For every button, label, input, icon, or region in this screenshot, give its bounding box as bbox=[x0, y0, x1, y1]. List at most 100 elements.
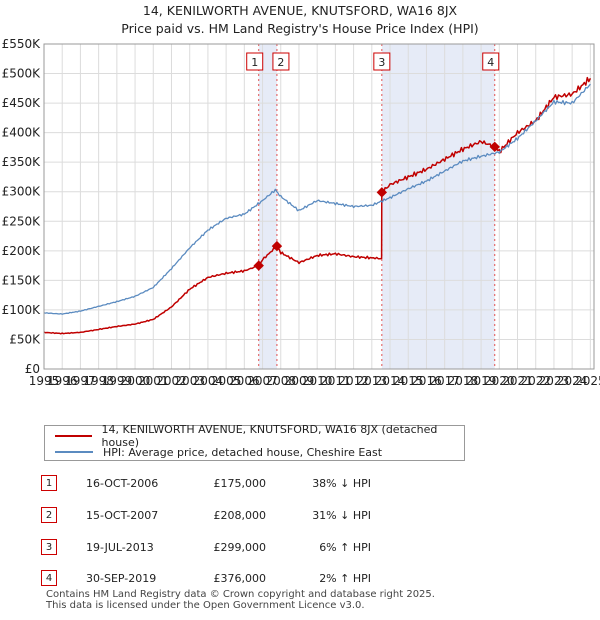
sale-number-badge: 2 bbox=[41, 507, 57, 523]
sale-label-box-frame bbox=[246, 52, 264, 71]
table-row: 3 19-JUL-2013 £299,000 6% ↑ HPI bbox=[0, 539, 600, 559]
y-tick-label: £300K bbox=[2, 185, 42, 199]
x-tick-label: 2021 bbox=[502, 374, 533, 388]
table-row: 2 15-OCT-2007 £208,000 31% ↓ HPI bbox=[0, 507, 600, 527]
x-tick-label: 2008 bbox=[265, 374, 296, 388]
x-tick-label: 2005 bbox=[211, 374, 242, 388]
sale-number-badge: 3 bbox=[41, 539, 57, 555]
x-tick-label: 2020 bbox=[484, 374, 515, 388]
x-tick-label: 1996 bbox=[47, 374, 78, 388]
sale-price: £376,000 bbox=[213, 572, 267, 585]
sale-date: 15-OCT-2007 bbox=[86, 509, 159, 522]
chart-title-line2: Price paid vs. HM Land Registry's House … bbox=[121, 21, 479, 36]
x-tick-label: 2023 bbox=[539, 374, 570, 388]
y-tick-label: £50K bbox=[9, 332, 41, 346]
x-tick-label: 2002 bbox=[156, 374, 187, 388]
sale-label-text: 1 bbox=[251, 56, 258, 69]
series-lines bbox=[43, 76, 592, 335]
sale-markers bbox=[253, 141, 500, 271]
y-tick-label: £450K bbox=[2, 96, 42, 110]
sale-label-text: 4 bbox=[487, 56, 494, 69]
series-line-property bbox=[43, 76, 592, 335]
x-tick-label: 2001 bbox=[138, 374, 169, 388]
sale-label-box-frame bbox=[482, 52, 500, 71]
x-tick-label: 2004 bbox=[193, 374, 224, 388]
sale-number-badge: 1 bbox=[41, 475, 57, 491]
sale-label-box: 4 bbox=[482, 52, 500, 71]
footer-copyright: Contains HM Land Registry data © Crown c… bbox=[46, 589, 435, 600]
legend-label-property: 14, KENILWORTH AVENUE, KNUTSFORD, WA16 8… bbox=[101, 423, 438, 449]
x-tick-label: 2013 bbox=[357, 374, 388, 388]
x-tick-label: 2012 bbox=[338, 374, 369, 388]
footer-licence: This data is licensed under the Open Gov… bbox=[46, 600, 365, 611]
legend-swatch-property bbox=[55, 435, 92, 437]
y-tick-label: £500K bbox=[2, 67, 42, 81]
x-tick-label: 1997 bbox=[65, 374, 96, 388]
sale-date: 30-SEP-2019 bbox=[86, 572, 157, 585]
sale-marker bbox=[253, 260, 264, 271]
x-tick-label: 2003 bbox=[174, 374, 205, 388]
x-tick-label: 1995 bbox=[29, 374, 60, 388]
sale-vertical-lines bbox=[258, 44, 496, 369]
x-tick-label: 2019 bbox=[466, 374, 497, 388]
legend: 14, KENILWORTH AVENUE, KNUTSFORD, WA16 8… bbox=[44, 423, 465, 461]
y-tick-label: £150K bbox=[2, 273, 42, 287]
x-tick-label: 2018 bbox=[448, 374, 479, 388]
sale-price: £175,000 bbox=[213, 477, 267, 490]
x-tick-label: 2009 bbox=[284, 374, 315, 388]
sale-label-text: 3 bbox=[378, 56, 385, 69]
sale-label-box-frame bbox=[272, 52, 290, 71]
plot-frame bbox=[43, 43, 595, 370]
x-tick-label: 2014 bbox=[375, 374, 406, 388]
table-row: 1 16-OCT-2006 £175,000 38% ↓ HPI bbox=[0, 475, 600, 495]
sale-date: 16-OCT-2006 bbox=[86, 477, 159, 490]
sale-marker bbox=[271, 240, 283, 252]
y-tick-label: £550K bbox=[2, 37, 42, 51]
sale-hpi-diff: 31% ↓ HPI bbox=[312, 509, 371, 522]
shaded-region bbox=[381, 44, 495, 369]
legend-swatch-hpi bbox=[55, 451, 93, 453]
y-tick-label: £400K bbox=[2, 126, 42, 140]
table-row: 4 30-SEP-2019 £376,000 2% ↑ HPI bbox=[0, 570, 600, 590]
sale-price: £208,000 bbox=[213, 509, 267, 522]
x-tick-label: 2024 bbox=[557, 374, 588, 388]
x-tick-label: 2006 bbox=[229, 374, 260, 388]
x-tick-label: 2007 bbox=[247, 374, 278, 388]
x-tick-label: 2015 bbox=[393, 374, 424, 388]
legend-item-hpi: HPI: Average price, detached house, Ches… bbox=[55, 444, 382, 460]
x-tick-label: 2016 bbox=[411, 374, 442, 388]
x-tick-label: 2025 bbox=[575, 374, 600, 388]
x-tick-label: 2017 bbox=[429, 374, 460, 388]
y-tick-label: £100K bbox=[2, 303, 42, 317]
series-line-hpi bbox=[43, 83, 591, 315]
sale-marker bbox=[489, 141, 500, 153]
sale-hpi-diff: 2% ↑ HPI bbox=[319, 572, 371, 585]
x-tick-label: 1999 bbox=[102, 374, 133, 388]
legend-item-property: 14, KENILWORTH AVENUE, KNUTSFORD, WA16 8… bbox=[55, 423, 464, 449]
sale-label-text: 2 bbox=[277, 56, 284, 69]
sale-label-box: 1 bbox=[246, 52, 264, 71]
y-tick-label: £200K bbox=[2, 244, 42, 258]
price-chart: £0 £50K £100K £150K £200K £250K £300K £350K £400… bbox=[2, 37, 600, 388]
legend-label-hpi: HPI: Average price, detached house, Ches… bbox=[103, 445, 383, 459]
sale-label-boxes: 1 2 3 4 bbox=[246, 52, 500, 71]
sale-number-badge: 4 bbox=[41, 570, 57, 586]
y-tick-label: £350K bbox=[2, 155, 42, 169]
x-axis-ticks: 1995199619971998199920002001200220032004… bbox=[29, 374, 600, 388]
sale-label-box: 2 bbox=[272, 52, 290, 71]
x-tick-label: 1998 bbox=[83, 374, 114, 388]
x-tick-label: 2000 bbox=[120, 374, 151, 388]
sale-label-box-frame bbox=[373, 52, 391, 71]
sale-date: 19-JUL-2013 bbox=[86, 541, 154, 554]
sale-marker bbox=[376, 187, 388, 198]
y-axis-ticks: £0 £50K £100K £150K £200K £250K £300K £350K £400… bbox=[2, 37, 42, 376]
shaded-region bbox=[258, 44, 277, 369]
y-tick-label: £250K bbox=[2, 214, 42, 228]
x-tick-label: 2022 bbox=[520, 374, 551, 388]
grid-lines bbox=[43, 43, 594, 370]
sale-price: £299,000 bbox=[213, 541, 267, 554]
sale-label-box: 3 bbox=[373, 52, 391, 71]
sale-hpi-diff: 38% ↓ HPI bbox=[312, 477, 371, 490]
x-tick-label: 2011 bbox=[320, 374, 351, 388]
x-tick-label: 2010 bbox=[302, 374, 333, 388]
